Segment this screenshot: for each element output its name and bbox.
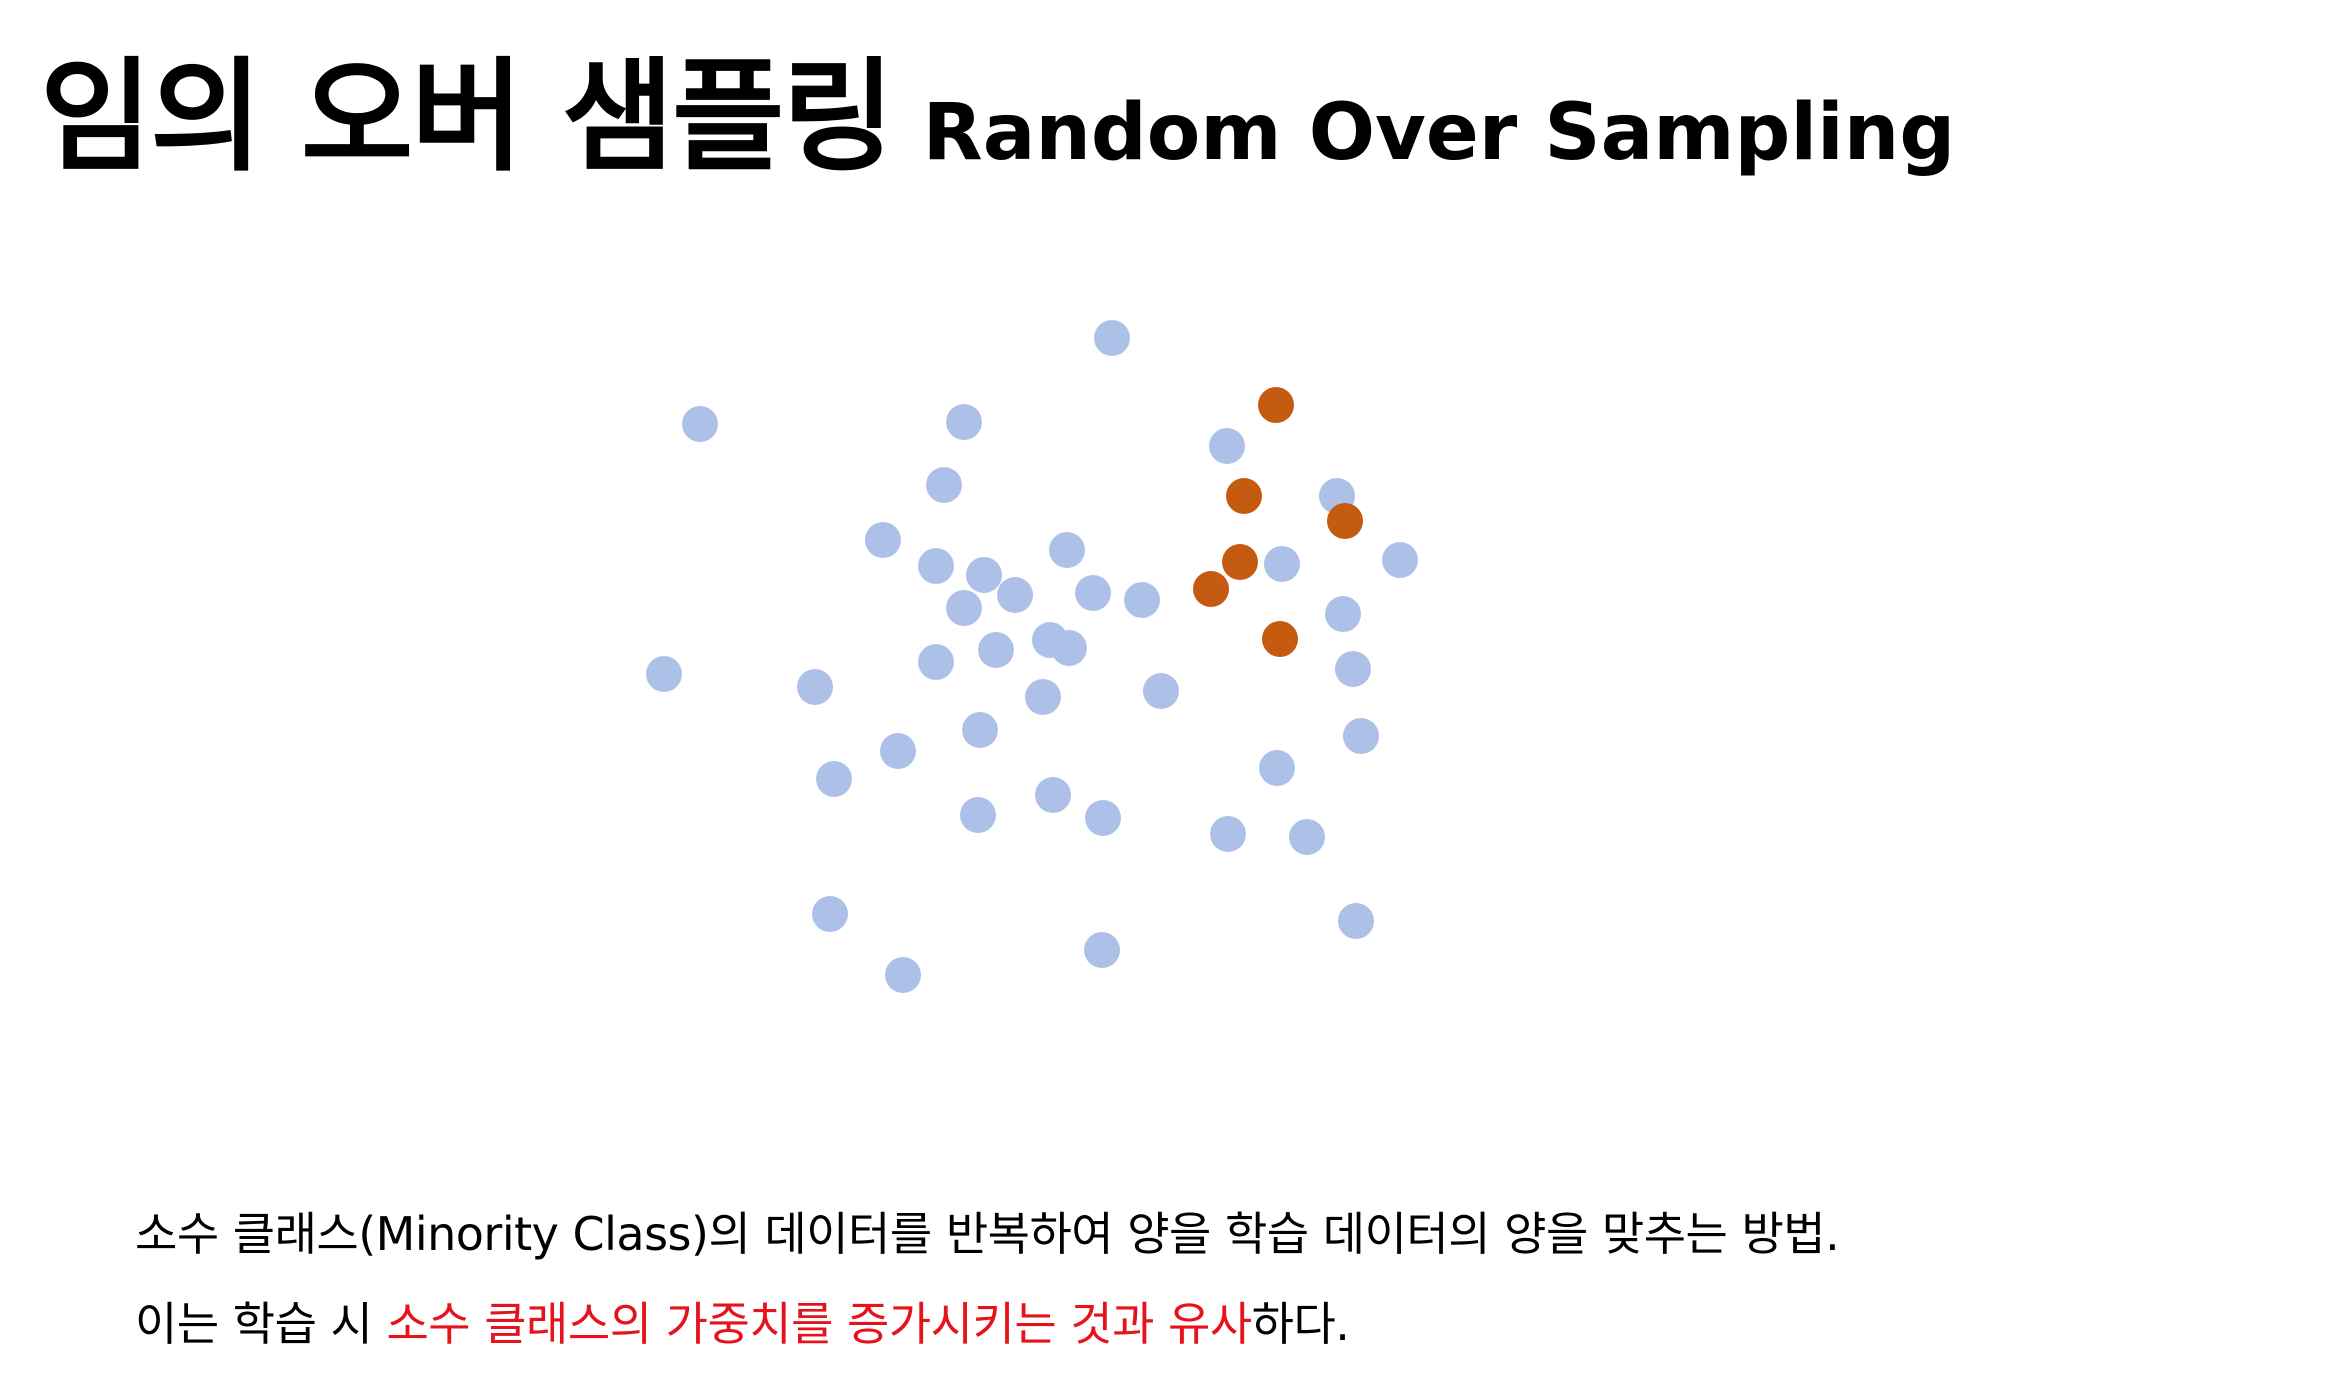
minority-point-4 <box>1193 571 1229 607</box>
majority-point-30 <box>1259 750 1295 786</box>
majority-point-38 <box>885 957 921 993</box>
description-line-1: 소수 클래스(Minority Class)의 데이터를 반복하여 양을 학습 … <box>135 1207 1840 1261</box>
majority-point-32 <box>960 797 996 833</box>
title-english: Random Over Sampling <box>922 88 1956 178</box>
majority-point-27 <box>880 733 916 769</box>
majority-point-3 <box>1209 428 1245 464</box>
majority-point-7 <box>1049 532 1085 568</box>
majority-point-33 <box>1085 800 1121 836</box>
description-line-2-suffix: 하다. <box>1251 1297 1350 1351</box>
minority-point-2 <box>1327 503 1363 539</box>
majority-point-10 <box>1264 546 1300 582</box>
majority-point-39 <box>1084 932 1120 968</box>
description-highlight: 소수 클래스의 가중치를 증가시키는 것과 유사 <box>386 1297 1252 1351</box>
majority-point-6 <box>865 522 901 558</box>
minority-point-1 <box>1226 478 1262 514</box>
majority-point-2 <box>946 404 982 440</box>
majority-point-23 <box>1335 651 1371 687</box>
majority-point-35 <box>1289 819 1325 855</box>
minority-point-5 <box>1262 621 1298 657</box>
majority-point-19 <box>918 644 954 680</box>
majority-point-25 <box>1025 679 1061 715</box>
majority-point-34 <box>1210 816 1246 852</box>
majority-point-36 <box>812 896 848 932</box>
majority-point-18 <box>797 669 833 705</box>
majority-point-0 <box>1094 320 1130 356</box>
majority-point-13 <box>1075 575 1111 611</box>
majority-point-31 <box>1035 777 1071 813</box>
minority-point-3 <box>1222 544 1258 580</box>
majority-point-12 <box>997 577 1033 613</box>
majority-point-4 <box>926 467 962 503</box>
majority-point-29 <box>816 761 852 797</box>
description-line-2: 이는 학습 시 소수 클래스의 가중치를 증가시키는 것과 유사하다. <box>135 1288 1350 1354</box>
majority-point-26 <box>962 712 998 748</box>
majority-point-14 <box>946 590 982 626</box>
majority-point-37 <box>1338 903 1374 939</box>
majority-point-22 <box>1051 630 1087 666</box>
majority-point-15 <box>1124 582 1160 618</box>
majority-point-11 <box>1382 542 1418 578</box>
majority-point-8 <box>918 548 954 584</box>
minority-point-0 <box>1258 387 1294 423</box>
title-korean: 임의 오버 샘플링 <box>40 46 895 188</box>
majority-point-9 <box>966 557 1002 593</box>
page-title: 임의 오버 샘플링 Random Over Sampling <box>40 18 1955 188</box>
majority-point-17 <box>646 656 682 692</box>
majority-point-28 <box>1343 718 1379 754</box>
majority-point-16 <box>1325 596 1361 632</box>
majority-point-20 <box>978 632 1014 668</box>
majority-point-1 <box>682 406 718 442</box>
majority-point-24 <box>1143 673 1179 709</box>
description-line-2-prefix: 이는 학습 시 <box>135 1297 387 1351</box>
